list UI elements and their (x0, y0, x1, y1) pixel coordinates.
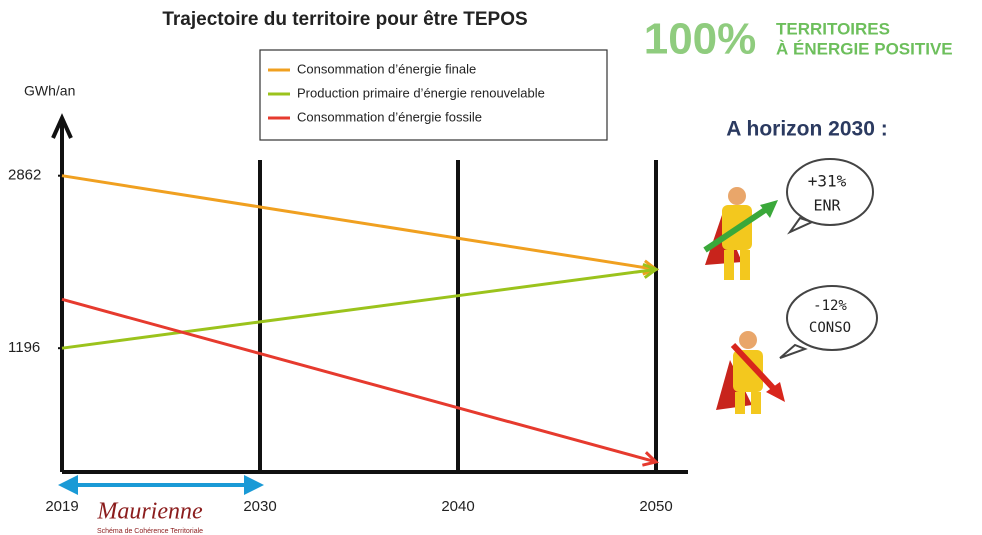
speech-bubble: +31% ENR (786, 158, 874, 235)
logo-line: TERRITOIRES (776, 19, 890, 38)
x-tick-label: 2050 (639, 498, 672, 515)
legend-label: Production primaire d’énergie renouvelab… (297, 85, 545, 100)
footer-logo-subtitle: Schéma de Cohérence Territoriale (97, 528, 203, 535)
series-line (61, 297, 657, 464)
footer-logo-name: Maurienne (96, 499, 203, 525)
bubble-text: CONSO (809, 320, 851, 336)
logo-line: À ÉNERGIE POSITIVE (776, 39, 953, 58)
series-line (61, 174, 657, 271)
legend-box (259, 49, 608, 141)
legend: Consommation d’énergie finale Production … (268, 61, 545, 124)
y-axis-label: GWh/an (24, 83, 75, 99)
y-tick-label: 2862 (8, 167, 41, 184)
legend-label: Consommation d’énergie fossile (297, 109, 482, 124)
horizon-heading: A horizon 2030 : (726, 118, 887, 141)
chart-title: Trajectoire du territoire pour être TEPO… (162, 9, 527, 30)
series-line (61, 267, 657, 350)
bubble-text: +31% (808, 172, 847, 191)
x-tick-label: 2030 (243, 498, 276, 515)
y-tick-label: 1196 (8, 339, 40, 356)
maurienne-logo: Maurienne Schéma de Cohérence Territoria… (96, 499, 203, 535)
x-tick-label: 2040 (441, 498, 474, 515)
y-axis-arrow (51, 113, 73, 139)
speech-bubble: -12% CONSO (779, 285, 878, 359)
line-arrowhead (642, 262, 660, 279)
plot: 2019 2030 2040 2050 1196 2862 (8, 113, 688, 515)
x-tick-label: 2019 (45, 498, 78, 515)
legend-label: Consommation d’énergie finale (297, 61, 476, 76)
line-arrowhead (642, 451, 660, 467)
bubble-text: -12% (813, 298, 847, 314)
logo-number: 100% (644, 15, 757, 64)
tepos-logo: 100% TERRITOIRES À ÉNERGIE POSITIVE (644, 15, 953, 64)
hero-icon (716, 331, 785, 414)
bubble-text: ENR (813, 197, 841, 215)
hero-icon (703, 187, 778, 280)
